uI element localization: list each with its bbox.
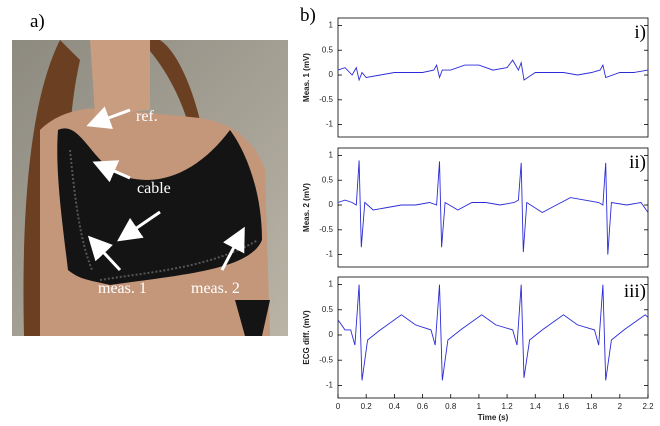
x-tick-label: 0.8 — [445, 402, 457, 411]
x-tick-label: 2 — [618, 402, 623, 411]
x-tick-label: 0 — [336, 402, 341, 411]
y-tick-label: -0.5 — [319, 225, 333, 234]
y-tick-label: 0.5 — [322, 305, 334, 314]
y-tick-label: -1 — [326, 381, 334, 390]
x-tick-label: 1.2 — [502, 402, 514, 411]
y-tick-label: 0.5 — [322, 175, 334, 184]
y-tick-label: 1 — [329, 21, 334, 30]
y-tick-label: -0.5 — [319, 355, 333, 364]
x-tick-label: 0.6 — [417, 402, 429, 411]
y-tick-label: 0 — [329, 200, 334, 209]
annotation: meas. 2 — [191, 280, 240, 297]
x-tick-label: 1.4 — [530, 402, 542, 411]
annotation: ref. — [136, 108, 158, 125]
y-tick-label: 0 — [329, 330, 334, 339]
y-axis-label: ECG diff. (mV) — [302, 310, 311, 365]
panel-label: a) — [30, 11, 45, 32]
x-tick-label: 1.6 — [558, 402, 570, 411]
y-tick-label: -1 — [326, 120, 334, 129]
x-axis-label: Time (s) — [478, 413, 509, 422]
panel-annotation: ii) — [629, 152, 646, 173]
x-tick-label: 0.4 — [389, 402, 401, 411]
y-axis-label: Meas. 2 (mV) — [302, 183, 311, 232]
annotation: meas. 1 — [98, 280, 147, 297]
signal-line — [337, 160, 649, 255]
y-tick-label: 1 — [329, 151, 334, 160]
signal-line — [337, 284, 649, 381]
y-tick-label: -0.5 — [319, 95, 333, 104]
x-tick-label: 0.2 — [361, 402, 373, 411]
signal-line — [337, 59, 649, 82]
panel-annotation: i) — [634, 22, 646, 43]
panel-label: b) — [300, 5, 316, 26]
x-tick-label: 2.2 — [642, 402, 654, 411]
plot-frame — [337, 17, 649, 138]
photo: a) ref. cable meas. 1 meas. 2 — [12, 10, 288, 337]
annotation: cable — [137, 180, 171, 197]
y-tick-label: -1 — [326, 250, 334, 259]
y-tick-label: 0 — [329, 70, 334, 79]
x-tick-label: 1.8 — [586, 402, 598, 411]
y-tick-label: 0.5 — [322, 45, 334, 54]
plot-frame — [337, 276, 649, 399]
y-axis-label: Meas. 1 (mV) — [302, 53, 311, 102]
panel-annotation: iii) — [624, 281, 646, 302]
plot-frame — [337, 147, 649, 268]
x-tick-label: 1 — [477, 402, 482, 411]
y-tick-label: 1 — [329, 280, 334, 289]
